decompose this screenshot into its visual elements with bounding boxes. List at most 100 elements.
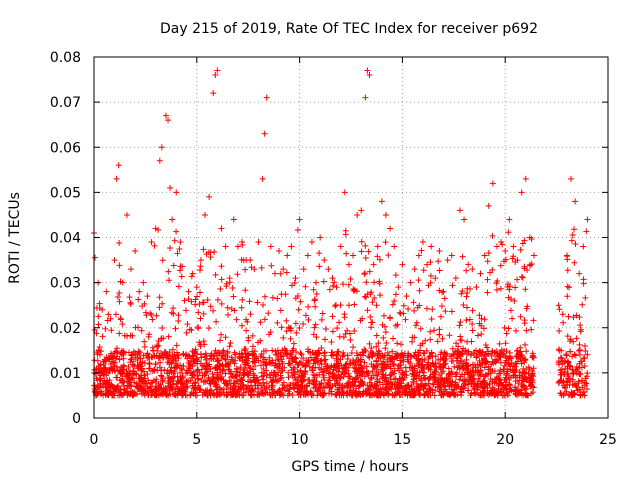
- data-point: [371, 279, 378, 286]
- data-point: [258, 362, 265, 369]
- data-point: [348, 382, 355, 389]
- data-point: [205, 374, 212, 381]
- data-point: [115, 162, 122, 169]
- data-point: [231, 349, 238, 356]
- data-point: [95, 321, 102, 328]
- data-point: [410, 373, 417, 380]
- data-point: [518, 189, 525, 196]
- data-point: [405, 382, 412, 389]
- data-point: [342, 364, 349, 371]
- data-point: [108, 365, 115, 372]
- data-point: [206, 377, 213, 384]
- data-point: [296, 216, 303, 223]
- data-point: [483, 351, 490, 358]
- data-point: [417, 342, 424, 349]
- data-point: [428, 315, 435, 322]
- data-point: [174, 352, 181, 359]
- data-point: [218, 276, 225, 283]
- data-point: [259, 390, 266, 397]
- data-point: [418, 358, 425, 365]
- data-point: [557, 377, 564, 384]
- data-point: [506, 286, 513, 293]
- data-point: [272, 348, 279, 355]
- data-point: [144, 293, 151, 300]
- data-point: [123, 211, 130, 218]
- data-point: [468, 338, 475, 345]
- data-point: [330, 351, 337, 358]
- data-point: [557, 371, 564, 378]
- data-point: [294, 226, 301, 233]
- data-point: [564, 358, 571, 365]
- data-point: [348, 350, 355, 357]
- data-point: [314, 392, 321, 399]
- data-point: [140, 279, 147, 286]
- data-point: [120, 362, 127, 369]
- data-point: [450, 351, 457, 358]
- data-point: [283, 317, 290, 324]
- data-point: [315, 350, 322, 357]
- data-point: [300, 355, 307, 362]
- data-point: [563, 352, 570, 359]
- data-point: [159, 352, 166, 359]
- data-point: [352, 366, 359, 373]
- data-point: [350, 252, 357, 259]
- data-point: [520, 357, 527, 364]
- data-point: [151, 366, 158, 373]
- data-point: [319, 310, 326, 317]
- data-point: [353, 357, 360, 364]
- data-point: [141, 359, 148, 366]
- data-point: [329, 313, 336, 320]
- data-point: [234, 243, 241, 250]
- data-point: [96, 376, 103, 383]
- data-point: [368, 344, 375, 351]
- data-point: [103, 381, 110, 388]
- data-point: [135, 296, 142, 303]
- data-point: [436, 248, 443, 255]
- data-point: [200, 338, 207, 345]
- data-point: [581, 382, 588, 389]
- data-point: [148, 387, 155, 394]
- data-point: [160, 335, 167, 342]
- data-point: [163, 388, 170, 395]
- data-point: [174, 373, 181, 380]
- data-point: [193, 356, 200, 363]
- data-point: [487, 366, 494, 373]
- data-point: [380, 334, 387, 341]
- data-point: [435, 258, 442, 265]
- data-point: [220, 377, 227, 384]
- data-point: [130, 367, 137, 374]
- data-point: [449, 370, 456, 377]
- data-point: [204, 296, 211, 303]
- data-point: [570, 390, 577, 397]
- data-point: [177, 267, 184, 274]
- data-point: [278, 353, 285, 360]
- data-point: [213, 364, 220, 371]
- data-point: [310, 360, 317, 367]
- data-point: [583, 228, 590, 235]
- data-point: [456, 322, 463, 329]
- data-point: [252, 385, 259, 392]
- data-point: [474, 353, 481, 360]
- data-point: [206, 380, 213, 387]
- data-point: [345, 371, 352, 378]
- data-point: [245, 370, 252, 377]
- data-point: [453, 373, 460, 380]
- data-point: [99, 306, 106, 313]
- data-point: [473, 284, 480, 291]
- data-point: [482, 341, 489, 348]
- data-point: [218, 331, 225, 338]
- data-point: [196, 289, 203, 296]
- data-point: [234, 378, 241, 385]
- data-point: [164, 351, 171, 358]
- data-point: [570, 370, 577, 377]
- data-point: [380, 312, 387, 319]
- data-point: [195, 309, 202, 316]
- data-point: [334, 325, 341, 332]
- data-point: [359, 379, 366, 386]
- data-point: [410, 299, 417, 306]
- data-point: [137, 359, 144, 366]
- data-point: [459, 288, 466, 295]
- data-point: [421, 364, 428, 371]
- data-point: [373, 343, 380, 350]
- data-point: [346, 375, 353, 382]
